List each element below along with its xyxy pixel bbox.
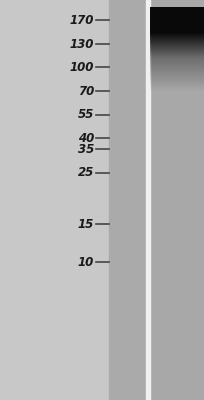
Text: 170: 170 bbox=[70, 14, 94, 26]
Text: 55: 55 bbox=[78, 108, 94, 121]
Text: 100: 100 bbox=[70, 61, 94, 74]
Text: 130: 130 bbox=[70, 38, 94, 50]
Text: 70: 70 bbox=[78, 85, 94, 98]
Text: 15: 15 bbox=[78, 218, 94, 230]
Text: 25: 25 bbox=[78, 166, 94, 179]
Text: 10: 10 bbox=[78, 256, 94, 268]
Text: 35: 35 bbox=[78, 143, 94, 156]
Text: 40: 40 bbox=[78, 132, 94, 144]
